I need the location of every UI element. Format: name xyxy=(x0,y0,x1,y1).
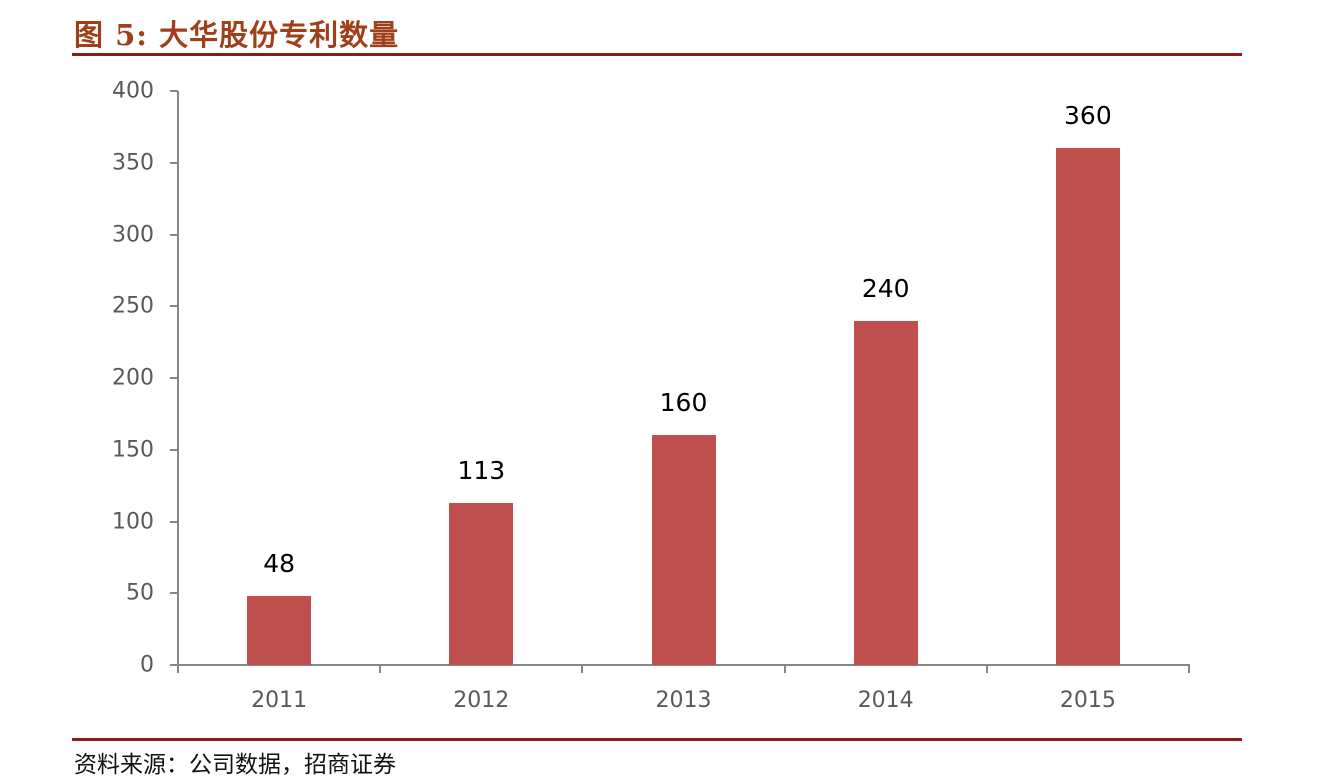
x-tick-mark xyxy=(783,664,786,673)
y-tick-mark xyxy=(170,448,178,451)
y-tick-label: 400 xyxy=(112,78,154,104)
y-tick-label: 250 xyxy=(112,293,154,319)
x-tick-label: 2013 xyxy=(655,688,712,713)
y-tick-mark xyxy=(170,592,178,595)
y-tick-label: 200 xyxy=(112,365,154,391)
footer-divider xyxy=(72,738,1242,741)
x-tick-mark xyxy=(581,664,584,673)
y-tick-label: 300 xyxy=(112,222,154,247)
y-tick-label: 150 xyxy=(112,437,154,463)
x-tick-mark xyxy=(379,664,382,673)
data-label: 113 xyxy=(457,455,506,485)
x-axis xyxy=(170,664,1190,666)
x-tick-mark xyxy=(177,664,179,673)
data-label: 160 xyxy=(659,388,708,418)
x-tick-label: 2014 xyxy=(857,688,914,713)
data-label: 360 xyxy=(1064,101,1112,131)
y-tick-label: 350 xyxy=(112,150,154,176)
x-tick-label: 2015 xyxy=(1059,688,1116,713)
y-tick-mark xyxy=(170,305,178,308)
y-tick-mark xyxy=(170,233,178,236)
x-tick-label: 2012 xyxy=(453,688,510,713)
y-tick-mark xyxy=(170,520,178,523)
y-tick-mark xyxy=(170,664,178,666)
header-divider xyxy=(72,53,1242,56)
bar-2013 xyxy=(651,435,716,665)
data-label: 48 xyxy=(263,549,295,579)
figure-title: 图 5: 大华股份专利数量 xyxy=(74,18,400,52)
y-tick-mark xyxy=(170,377,178,379)
bar-2011 xyxy=(247,596,312,665)
data-label: 240 xyxy=(861,273,910,303)
y-tick-mark xyxy=(170,90,178,92)
x-tick-mark xyxy=(1188,664,1190,673)
y-tick-mark xyxy=(170,161,178,164)
bar-2014 xyxy=(853,320,918,665)
y-tick-label: 0 xyxy=(140,652,154,678)
y-tick-label: 100 xyxy=(112,509,154,534)
bar-2012 xyxy=(449,502,514,665)
x-tick-mark xyxy=(985,664,988,673)
y-axis xyxy=(177,91,179,666)
source-note: 资料来源：公司数据，招商证券 xyxy=(74,752,396,778)
y-tick-label: 50 xyxy=(126,580,154,606)
bar-2015 xyxy=(1055,148,1120,665)
x-tick-label: 2011 xyxy=(251,688,308,713)
